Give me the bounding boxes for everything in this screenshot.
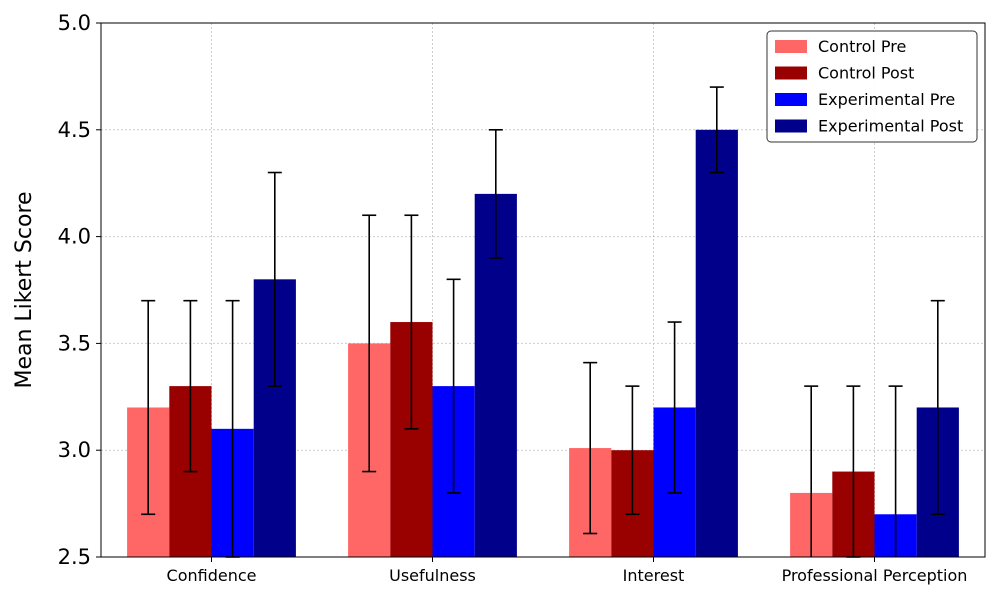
legend-label: Control Post bbox=[818, 64, 914, 83]
legend: Control Pre Control Post Experimental Pre E… bbox=[766, 30, 978, 143]
y-axis-label: Mean Likert Score bbox=[12, 191, 37, 388]
x-tick-label: Interest bbox=[623, 566, 685, 585]
error-bars bbox=[141, 86, 945, 558]
y-tick-label: 5.0 bbox=[58, 11, 91, 35]
y-axis-ticks: 2.5 3.0 3.5 4.0 4.5 5.0 bbox=[58, 11, 101, 569]
legend-label: Control Pre bbox=[818, 37, 906, 56]
y-tick-label: 3.0 bbox=[58, 438, 91, 462]
x-tick-label: Professional Perception bbox=[782, 566, 968, 585]
x-tick-label: Confidence bbox=[167, 566, 257, 585]
legend-swatch bbox=[775, 66, 807, 80]
legend-swatch bbox=[775, 119, 807, 133]
x-tick-label: Usefulness bbox=[389, 566, 476, 585]
bar bbox=[695, 129, 738, 558]
y-tick-label: 4.5 bbox=[58, 118, 91, 142]
legend-swatch bbox=[775, 93, 807, 106]
y-tick-label: 2.5 bbox=[58, 545, 91, 569]
y-tick-label: 4.0 bbox=[58, 225, 91, 249]
legend-swatch bbox=[775, 40, 807, 53]
x-axis-ticks: Confidence Usefulness Interest Professional… bbox=[167, 557, 968, 585]
legend-box bbox=[766, 30, 978, 143]
legend-label: Experimental Pre bbox=[818, 90, 955, 109]
plot-frame bbox=[100, 22, 986, 558]
y-tick-label: 3.5 bbox=[58, 331, 91, 355]
legend-label: Experimental Post bbox=[818, 117, 963, 136]
